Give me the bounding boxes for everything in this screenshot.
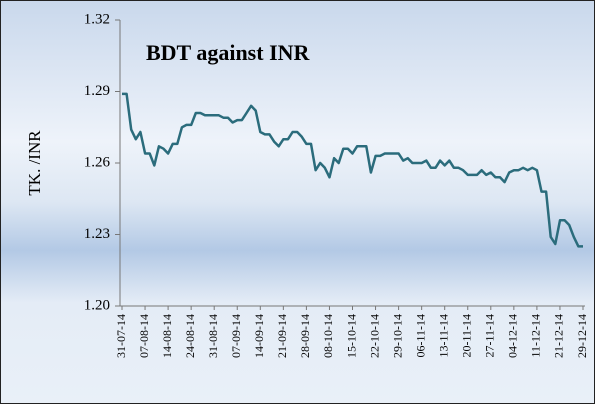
x-tick-label: 07-09-14 <box>229 314 243 358</box>
x-tick-label: 29-10-14 <box>390 314 404 358</box>
line-series <box>122 92 583 248</box>
x-tick-label: 28-09-14 <box>298 314 312 358</box>
x-tick-label: 07-08-14 <box>137 314 151 358</box>
x-tick-label: 04-12-14 <box>506 314 520 358</box>
y-axis-label: TK. /INR <box>25 130 44 196</box>
y-tick-label: 1.29 <box>84 83 110 99</box>
x-tick-label: 20-11-14 <box>460 314 474 358</box>
x-tick-label: 21-09-14 <box>275 314 289 358</box>
x-tick-label: 31-08-14 <box>206 314 220 358</box>
y-tick-label: 1.23 <box>84 226 110 242</box>
x-tick-label: 27-11-14 <box>483 314 497 358</box>
y-tick-label: 1.26 <box>84 154 111 170</box>
chart-title: BDT against INR <box>146 40 311 65</box>
y-tick-label: 1.20 <box>84 297 110 313</box>
y-tick-label: 1.32 <box>84 11 110 27</box>
x-tick-label: 14-08-14 <box>160 314 174 358</box>
x-tick-label: 29-12-14 <box>575 314 589 358</box>
x-tick-label: 31-07-14 <box>114 314 128 358</box>
x-tick-label: 14-09-14 <box>252 314 266 358</box>
x-tick-label: 08-10-14 <box>321 314 335 358</box>
x-tick-label: 22-10-14 <box>367 314 381 358</box>
x-tick-label: 21-12-14 <box>552 314 566 358</box>
x-tick-label: 15-10-14 <box>344 314 358 358</box>
x-tick-label: 24-08-14 <box>183 314 197 358</box>
x-tick-label: 11-12-14 <box>529 314 543 358</box>
x-tick-label: 13-11-14 <box>436 314 450 358</box>
x-tick-label: 06-11-14 <box>413 314 427 358</box>
